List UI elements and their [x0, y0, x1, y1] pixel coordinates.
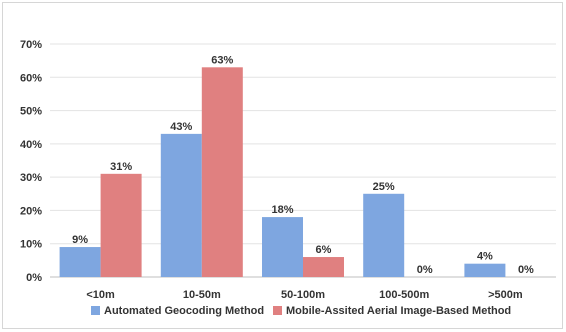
data-label: 25% [373, 181, 395, 193]
bar [59, 247, 101, 277]
x-tick-label: 10-50m [183, 289, 221, 301]
legend: Automated Geocoding Method Mobile-Assited… [91, 305, 511, 317]
bar [464, 263, 506, 277]
bar [160, 133, 202, 277]
bars [59, 67, 506, 277]
data-labels: 9% 31% 43% 63% 18% 6% 25% 0% 4% 0% [72, 54, 534, 276]
data-label: 31% [110, 161, 132, 173]
x-axis: <10m 10-50m 50-100m 100-500m >500m [86, 289, 523, 301]
bar [363, 193, 405, 277]
bar [303, 257, 344, 277]
x-tick-label: 100-500m [379, 289, 429, 301]
y-tick-label: 60% [20, 72, 42, 84]
legend-label: Automated Geocoding Method [104, 305, 264, 317]
data-label: 4% [477, 251, 493, 263]
data-label: 63% [211, 54, 233, 66]
y-axis: 0% 10% 20% 30% 40% 50% 60% 70% [20, 39, 42, 284]
x-tick-label: <10m [86, 289, 115, 301]
y-tick-label: 70% [20, 39, 42, 51]
bar [262, 217, 303, 277]
data-label: 43% [170, 121, 192, 133]
legend-label: Mobile-Assited Aerial Image-Based Method [286, 305, 511, 317]
legend-swatch [91, 306, 100, 315]
bar [100, 173, 142, 277]
data-label: 0% [417, 264, 433, 276]
x-tick-label: 50-100m [281, 289, 325, 301]
legend-swatch [273, 306, 282, 315]
y-tick-label: 40% [20, 139, 42, 151]
y-tick-label: 0% [26, 272, 42, 284]
bar [201, 67, 243, 277]
data-label: 6% [316, 244, 332, 256]
data-label: 18% [271, 204, 293, 216]
y-tick-label: 50% [20, 106, 42, 118]
x-tick-label: >500m [488, 289, 523, 301]
y-tick-label: 30% [20, 172, 42, 184]
y-tick-label: 20% [20, 205, 42, 217]
data-label: 9% [72, 234, 88, 246]
data-label: 0% [518, 264, 534, 276]
y-tick-label: 10% [20, 239, 42, 251]
